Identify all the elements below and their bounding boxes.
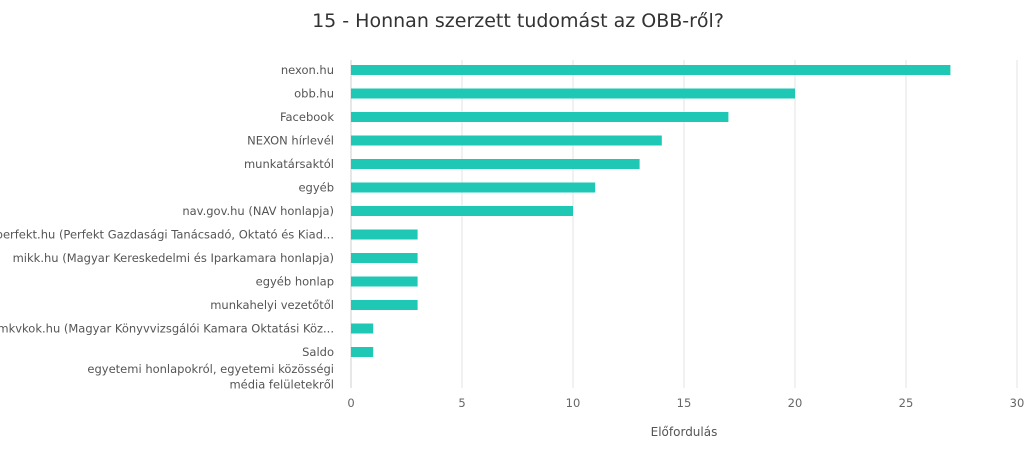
category-label: NEXON hírlevél — [247, 134, 334, 148]
category-label: munkahelyi vezetőtől — [210, 298, 334, 312]
bar — [351, 65, 951, 75]
bar — [351, 206, 573, 216]
category-labels: nexon.hu obb.hu Facebook NEXON hírlevél munk… — [0, 63, 334, 392]
bar — [351, 112, 729, 122]
x-tick-label: 25 — [899, 396, 914, 410]
category-label: Saldo — [302, 345, 334, 359]
category-label: nav.gov.hu (NAV honlapja) — [182, 204, 334, 218]
x-tick-label: 0 — [347, 396, 354, 410]
bar — [351, 88, 795, 99]
x-axis-title: Előfordulás — [651, 425, 718, 439]
category-label: Facebook — [280, 110, 334, 124]
x-tick-label: 10 — [566, 396, 581, 410]
category-label: munkatársaktól — [244, 157, 334, 171]
bar — [351, 300, 418, 310]
x-tick-labels: 0 5 10 15 20 25 30 — [347, 396, 1024, 410]
category-label: nexon.hu — [281, 63, 334, 77]
bar — [351, 159, 640, 169]
bar — [351, 253, 418, 263]
bar — [351, 182, 596, 193]
category-label: egyéb honlap — [256, 275, 334, 289]
bar — [351, 229, 418, 240]
x-tick-label: 5 — [458, 396, 465, 410]
bar — [351, 323, 374, 334]
x-tick-label: 15 — [677, 396, 692, 410]
category-label: mikk.hu (Magyar Kereskedelmi és Iparkama… — [13, 251, 334, 265]
x-tick-label: 20 — [788, 396, 803, 410]
x-tick-label: 30 — [1010, 396, 1025, 410]
category-label: perfekt.hu (Perfekt Gazdasági Tanácsadó,… — [0, 228, 334, 242]
category-label: obb.hu — [294, 87, 334, 101]
category-label: egyéb — [298, 181, 334, 195]
chart-title: 15 - Honnan szerzett tudomást az OBB-ről… — [312, 10, 724, 32]
gridlines — [350, 60, 1018, 388]
category-label: egyetemi honlapokról, egyetemi közösségi… — [87, 362, 334, 392]
bars — [351, 65, 951, 357]
category-label: mkvkok.hu (Magyar Könyvvizsgálói Kamara … — [0, 322, 334, 336]
bar — [351, 135, 662, 146]
bar — [351, 276, 418, 287]
bar — [351, 347, 374, 357]
